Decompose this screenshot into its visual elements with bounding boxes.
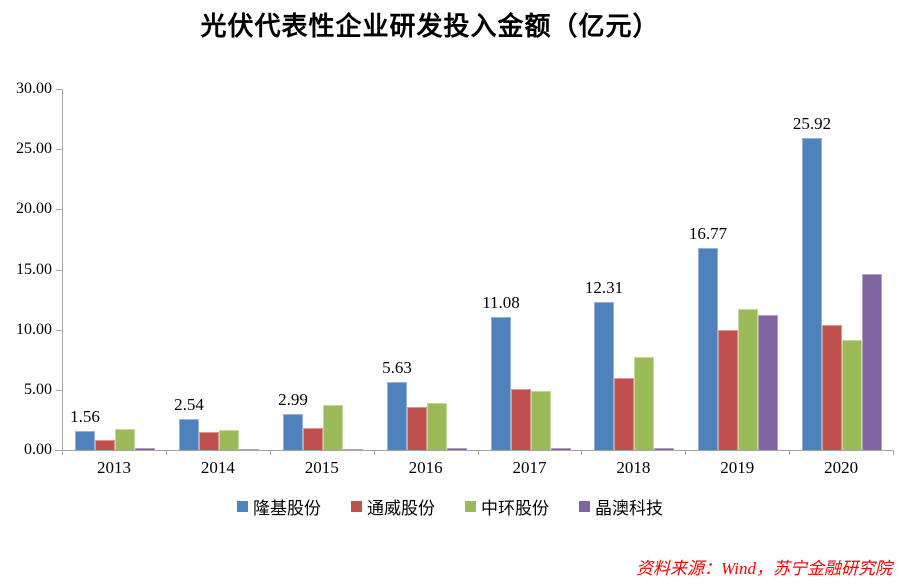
- x-category-label: 2018: [616, 458, 651, 477]
- bar-隆基股份-2016: [387, 382, 407, 450]
- x-category-label: 2016: [408, 458, 443, 477]
- x-tick: [478, 450, 479, 455]
- x-category-label: 2020: [824, 458, 859, 477]
- y-tick: [56, 330, 62, 331]
- y-tick-label: 30.00: [16, 80, 52, 97]
- bar-value-label: 5.63: [382, 358, 412, 377]
- y-axis-line: [62, 89, 63, 451]
- bar-通威股份-2019: [718, 330, 738, 450]
- bar-晶澳科技-2017: [551, 448, 571, 450]
- bar-中环股份-2014: [219, 430, 239, 450]
- y-tick: [56, 89, 62, 90]
- bar-晶澳科技-2014: [239, 449, 259, 450]
- x-category-label: 2014: [200, 458, 235, 477]
- legend-marker-icon: [465, 501, 476, 512]
- legend-label: 晶澳科技: [595, 499, 663, 518]
- bar-晶澳科技-2020: [862, 274, 882, 450]
- bar-中环股份-2017: [531, 391, 551, 450]
- bar-晶澳科技-2015: [343, 449, 363, 450]
- x-category-label: 2017: [512, 458, 547, 477]
- bar-隆基股份-2018: [594, 302, 614, 450]
- y-tick: [56, 209, 62, 210]
- legend-item-晶澳科技: 晶澳科技: [579, 494, 663, 519]
- x-tick: [166, 450, 167, 455]
- bar-通威股份-2018: [614, 378, 634, 450]
- bar-通威股份-2017: [511, 389, 531, 450]
- y-tick-label: 25.00: [16, 140, 52, 157]
- bar-value-label: 11.08: [482, 293, 520, 312]
- bar-value-label: 12.31: [584, 278, 624, 297]
- x-axis-line: [55, 450, 894, 451]
- bar-中环股份-2018: [634, 357, 654, 450]
- legend-marker-icon: [237, 501, 248, 512]
- y-tick: [56, 270, 62, 271]
- bar-value-label: 1.56: [70, 407, 100, 426]
- legend-item-中环股份: 中环股份: [465, 494, 549, 519]
- x-category-label: 2019: [720, 458, 755, 477]
- bar-中环股份-2020: [842, 340, 862, 450]
- legend-marker-icon: [351, 501, 362, 512]
- y-tick-label: 0.00: [24, 441, 52, 458]
- y-tick-label: 20.00: [16, 200, 52, 217]
- legend-label: 隆基股份: [253, 499, 321, 518]
- bar-value-label: 25.92: [792, 114, 832, 133]
- bar-隆基股份-2014: [179, 419, 199, 450]
- x-tick: [270, 450, 271, 455]
- bar-晶澳科技-2018: [654, 448, 674, 450]
- legend-marker-icon: [579, 501, 590, 512]
- x-category-label: 2013: [96, 458, 131, 477]
- bar-通威股份-2015: [303, 428, 323, 450]
- bar-中环股份-2019: [738, 309, 758, 450]
- bar-隆基股份-2020: [802, 138, 822, 450]
- y-tick-label: 5.00: [24, 381, 52, 398]
- bar-value-label: 16.77: [688, 224, 728, 243]
- y-tick-label: 10.00: [16, 321, 52, 338]
- bar-通威股份-2020: [822, 325, 842, 450]
- bar-隆基股份-2013: [75, 431, 95, 450]
- bar-通威股份-2014: [199, 432, 219, 450]
- legend-item-通威股份: 通威股份: [351, 494, 435, 519]
- source-note: 资料来源：Wind，苏宁金融研究院: [636, 559, 892, 578]
- y-tick: [56, 450, 62, 451]
- y-tick: [56, 390, 62, 391]
- x-tick: [685, 450, 686, 455]
- legend-label: 中环股份: [481, 499, 549, 518]
- x-tick: [62, 450, 63, 455]
- bar-隆基股份-2019: [698, 248, 718, 450]
- x-tick: [789, 450, 790, 455]
- bar-隆基股份-2017: [491, 317, 511, 450]
- bar-通威股份-2013: [95, 440, 115, 450]
- bar-晶澳科技-2013: [135, 448, 155, 450]
- bar-隆基股份-2015: [283, 414, 303, 450]
- bar-中环股份-2016: [427, 403, 447, 450]
- bar-晶澳科技-2016: [447, 448, 467, 450]
- chart-title: 光伏代表性企业研发投入金额（亿元）: [200, 11, 660, 41]
- legend-item-隆基股份: 隆基股份: [237, 494, 321, 519]
- legend: 隆基股份 通威股份 中环股份 晶澳科技: [0, 494, 900, 519]
- bar-通威股份-2016: [407, 407, 427, 450]
- bar-value-label: 2.54: [174, 395, 204, 414]
- bar-中环股份-2015: [323, 405, 343, 450]
- bar-value-label: 2.99: [278, 390, 308, 409]
- y-tick-label: 15.00: [16, 261, 52, 278]
- y-tick: [56, 149, 62, 150]
- legend-label: 通威股份: [367, 499, 435, 518]
- x-tick: [893, 450, 894, 455]
- bar-晶澳科技-2019: [758, 315, 778, 450]
- x-tick: [581, 450, 582, 455]
- x-category-label: 2015: [304, 458, 339, 477]
- bar-中环股份-2013: [115, 429, 135, 450]
- x-tick: [374, 450, 375, 455]
